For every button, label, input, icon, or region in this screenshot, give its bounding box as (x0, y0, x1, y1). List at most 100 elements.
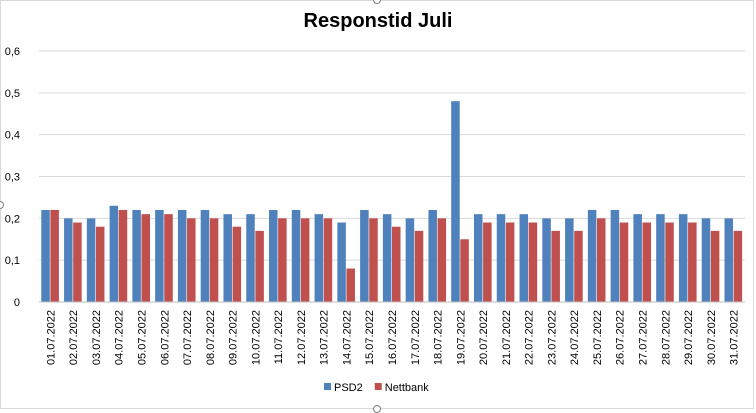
bar-psd2 (656, 214, 665, 302)
x-tick-label: 17.07.2022 (410, 310, 422, 365)
x-tick-label: 11.07.2022 (273, 310, 285, 364)
x-tick-label: 26.07.2022 (615, 310, 627, 365)
bar-nettbank (642, 222, 652, 302)
legend-swatch (374, 383, 382, 390)
bar-psd2 (542, 218, 551, 302)
bar-psd2 (155, 209, 164, 302)
bar-nettbank (323, 218, 333, 302)
x-tick-label: 14.07.2022 (341, 310, 353, 365)
y-tick-label: 0,1 (5, 255, 20, 267)
bar-psd2 (428, 209, 437, 302)
legend-label: PSD2 (334, 382, 363, 394)
legend-label: Nettbank (385, 382, 430, 394)
bar-nettbank (369, 218, 378, 302)
bar-nettbank (209, 218, 219, 302)
bar-psd2 (451, 101, 460, 302)
x-tick-label: 05.07.2022 (136, 310, 148, 365)
x-tick-label: 20.07.2022 (478, 310, 490, 365)
bar-psd2 (109, 205, 119, 302)
legend: PSD2 Nettbank (324, 382, 429, 394)
bar-nettbank (141, 214, 150, 302)
bar-nettbank (665, 222, 674, 302)
x-tick-label: 02.07.2022 (68, 310, 80, 365)
bar-nettbank (528, 222, 538, 302)
bar-psd2 (678, 214, 688, 302)
bar-psd2 (246, 214, 255, 302)
x-tick-label: 23.07.2022 (546, 310, 558, 365)
x-tick-label: 19.07.2022 (455, 310, 467, 365)
bar-nettbank (73, 222, 82, 302)
x-tick-label: 16.07.2022 (387, 310, 399, 365)
x-tick-label: 25.07.2022 (592, 310, 604, 365)
bar-psd2 (565, 218, 574, 302)
bar-psd2 (291, 209, 301, 302)
bar-psd2 (223, 214, 232, 302)
x-tick-label: 15.07.2022 (364, 310, 376, 365)
bar-nettbank (95, 226, 105, 302)
bar-nettbank (50, 209, 59, 302)
x-tick-label: 22.07.2022 (524, 310, 536, 365)
bar-psd2 (337, 222, 346, 302)
bar-nettbank (505, 222, 515, 302)
bar-nettbank (346, 268, 355, 302)
bar-nettbank (619, 222, 629, 302)
bar-psd2 (314, 214, 324, 302)
bar-nettbank (733, 230, 743, 302)
axes: 0 0,1 0,2 0,3 0,4 0,5 0,6 01.07.2022 02.07.2022 0… (5, 46, 745, 365)
bar-nettbank (255, 230, 264, 302)
bar-nettbank (437, 218, 447, 302)
bar-psd2 (724, 218, 734, 302)
x-tick-label: 27.07.2022 (638, 310, 650, 365)
x-tick-label: 09.07.2022 (228, 310, 240, 365)
bar-psd2 (382, 214, 392, 302)
x-tick-label: 30.07.2022 (706, 310, 718, 365)
y-tick-label: 0,2 (5, 213, 20, 225)
y-tick-label: 0,5 (5, 88, 20, 100)
legend-swatch (324, 383, 331, 390)
bar-nettbank (688, 222, 697, 302)
y-tick-label: 0 (14, 297, 20, 309)
bar-psd2 (86, 218, 96, 302)
y-tick-label: 0,6 (5, 46, 20, 58)
x-tick-label: 13.07.2022 (319, 310, 331, 365)
bar-nettbank (551, 230, 560, 302)
bar-nettbank (278, 218, 287, 302)
bar-nettbank (300, 218, 310, 302)
x-tick-label: 07.07.2022 (182, 310, 194, 365)
x-tick-label: 04.07.2022 (114, 310, 126, 365)
bar-nettbank (483, 222, 492, 302)
bar-psd2 (132, 209, 141, 302)
bar-nettbank (710, 230, 720, 302)
x-tick-label: 08.07.2022 (205, 310, 217, 365)
x-tick-label: 18.07.2022 (433, 310, 445, 365)
x-tick-label: 29.07.2022 (683, 310, 695, 365)
bar-psd2 (200, 209, 210, 302)
x-tick-label: 24.07.2022 (569, 310, 581, 365)
bar-psd2 (269, 209, 278, 302)
bar-psd2 (587, 209, 597, 302)
bar-nettbank (596, 218, 606, 302)
x-tick-label: 12.07.2022 (296, 310, 308, 365)
x-tick-label: 10.07.2022 (250, 310, 262, 365)
bar-nettbank (232, 226, 242, 302)
x-tick-label: 28.07.2022 (660, 310, 672, 365)
bar-psd2 (610, 209, 620, 302)
x-tick-label: 03.07.2022 (91, 310, 103, 365)
bar-psd2 (360, 209, 369, 302)
x-tick-label: 01.07.2022 (45, 310, 57, 365)
bar-psd2 (41, 209, 50, 302)
bar-psd2 (473, 214, 483, 302)
x-tick-label: 21.07.2022 (501, 310, 513, 365)
x-tick-label: 31.07.2022 (729, 310, 741, 365)
bar-psd2 (519, 214, 529, 302)
bar-nettbank (392, 226, 401, 302)
bar-psd2 (633, 214, 642, 302)
bars (41, 101, 743, 302)
bar-nettbank (460, 239, 469, 302)
y-tick-label: 0,4 (5, 130, 20, 142)
bar-nettbank (118, 209, 128, 302)
bar-nettbank (187, 218, 196, 302)
bar-psd2 (405, 218, 415, 302)
bar-psd2 (177, 209, 187, 302)
